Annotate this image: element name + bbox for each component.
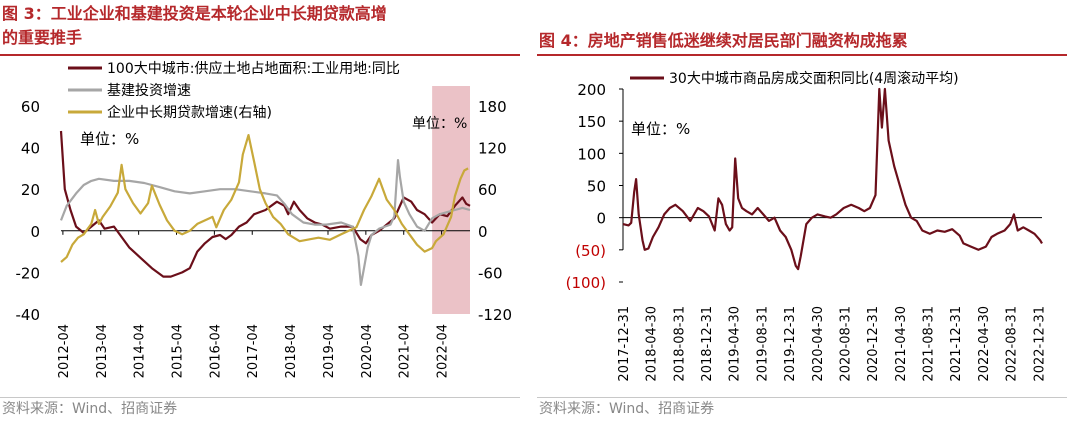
x-tick-label: 2019-04-30 — [728, 306, 743, 382]
x-tick-label: 2021-12-31 — [949, 306, 964, 382]
legend-label-1: 100大中城市:供应土地占地面积:工业用地:同比 — [107, 60, 400, 77]
x-tick-label: 2020-12-31 — [866, 306, 881, 382]
y-left-tick-label: 0 — [30, 223, 40, 241]
left-unit-label: 单位：% — [80, 130, 139, 148]
series-line-1 — [59, 130, 471, 278]
x-tick-label: 2021-04-30 — [894, 306, 909, 382]
y-right-tick-label: 0 — [478, 223, 488, 241]
y-tick-label: 50 — [587, 178, 606, 196]
x-tick-label: 2014-04 — [133, 324, 148, 378]
y-right-tick-label: -120 — [478, 306, 512, 324]
right-figure: 图 4：房地产销售低迷继续对居民部门融资构成拖累 200 150 100 50 0 (50… — [537, 0, 1070, 422]
left-source-rule — [0, 397, 520, 398]
legend-label-1: 30大中城市商品房成交面积同比(4周滚动平均) — [669, 70, 959, 87]
x-tick-label: 2022-12-31 — [1032, 306, 1047, 382]
y-right-tick-label: 180 — [478, 98, 507, 116]
x-tick-label: 2015-04 — [171, 324, 186, 378]
y-left-tick-label: -20 — [16, 264, 41, 282]
x-tick-label: 2020-04-30 — [811, 306, 826, 382]
series-line-2 — [59, 159, 471, 286]
left-figure-title-line1: 图 3：工业企业和基建投资是本轮企业中长期贷款高增 — [2, 4, 387, 23]
series-line-3 — [60, 134, 469, 263]
x-tick-label: 2020-08-31 — [838, 306, 853, 382]
y-tick-label: 100 — [577, 145, 606, 163]
x-tick-label: 2012-04 — [57, 324, 72, 378]
x-tick-label: 2021-04 — [398, 324, 413, 378]
x-tick-label: 2022-04-30 — [977, 306, 992, 382]
left-chart: 60 40 20 0 -20 -40 180 120 60 0 -60 -120 2012-04 2013… — [16, 60, 513, 378]
x-tick-label: 2018-12-31 — [700, 306, 715, 382]
y-tick-label: 0 — [596, 210, 606, 228]
right-chart: 200 150 100 50 0 (50) (100) 2017-12-31 2018-04-3… — [566, 70, 1048, 382]
y-tick-label: 200 — [577, 81, 606, 99]
x-tick-label: 2017-04 — [246, 324, 261, 378]
y-right-tick-label: 60 — [478, 181, 497, 199]
series-line-1 — [622, 87, 1043, 271]
right-source-note: 资料来源：Wind、招商证券 — [539, 401, 715, 417]
unit-label: 单位：% — [631, 120, 690, 138]
x-tick-label: 2021-08-31 — [922, 306, 937, 382]
y-tick-label: (50) — [575, 242, 606, 260]
left-figure: 图 3：工业企业和基建投资是本轮企业中长期贷款高增 的重要推手 60 40 20 0 -… — [0, 0, 525, 422]
x-tick-label: 2020-04 — [360, 324, 375, 378]
right-unit-label: 单位：% — [412, 116, 467, 132]
y-tick-label: (100) — [566, 274, 606, 292]
x-tick-label: 2022-04 — [436, 324, 451, 378]
y-right-tick-label: 120 — [478, 140, 507, 158]
x-tick-label: 2018-04 — [284, 324, 299, 378]
x-tick-label: 2018-04-30 — [645, 306, 660, 382]
y-right-tick-label: -60 — [478, 264, 503, 282]
left-figure-title-line2: 的重要推手 — [2, 28, 83, 47]
y-left-tick-label: 40 — [21, 140, 40, 158]
x-tick-label: 2016-04 — [208, 324, 223, 378]
x-tick-label: 2013-04 — [95, 324, 110, 378]
y-left-tick-label: 60 — [21, 98, 40, 116]
x-tick-label: 2019-12-31 — [783, 306, 798, 382]
y-left-tick-label: -40 — [16, 306, 41, 324]
x-tick-label: 2019-08-31 — [755, 306, 770, 382]
x-tick-label: 2017-12-31 — [617, 306, 632, 382]
right-source-rule — [537, 397, 1067, 398]
y-left-tick-label: 20 — [21, 181, 40, 199]
y-tick-label: 150 — [577, 113, 606, 131]
x-tick-label: 2019-04 — [322, 324, 337, 378]
legend-label-2: 基建投资增速 — [107, 82, 191, 99]
right-title-rule — [537, 54, 1067, 56]
left-source-note: 资料来源：Wind、招商证券 — [2, 401, 178, 417]
x-tick-label: 2022-08-31 — [1005, 306, 1020, 382]
x-tick-label: 2018-08-31 — [672, 306, 687, 382]
legend-label-3: 企业中长期贷款增速(右轴) — [107, 104, 272, 121]
left-title-rule — [0, 54, 520, 56]
right-figure-title: 图 4：房地产销售低迷继续对居民部门融资构成拖累 — [539, 31, 908, 50]
